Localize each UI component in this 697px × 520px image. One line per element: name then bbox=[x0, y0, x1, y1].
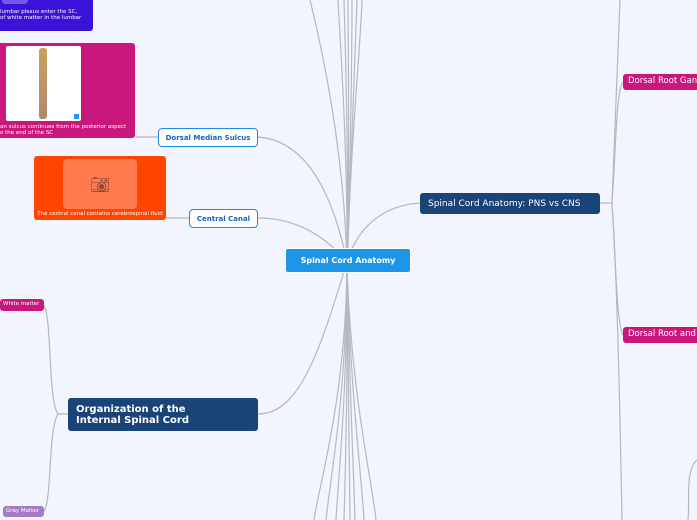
note-text: o the end of the SC bbox=[0, 130, 54, 136]
sulcus-note[interactable]: an sulcus continues from the posterior a… bbox=[0, 43, 135, 138]
note-text: lumbar plexus enter the SC, bbox=[0, 9, 78, 15]
subtopic-dorsal-root-and[interactable]: Dorsal Root and bbox=[623, 327, 697, 343]
topic-internal-organization[interactable]: Organization of the Internal Spinal Cord bbox=[68, 398, 258, 431]
subtopic-white-matter[interactable]: White matter bbox=[0, 299, 44, 311]
subtopic-dorsal-root-ganglion[interactable]: Dorsal Root Gan bbox=[623, 74, 697, 90]
note-text: an sulcus continues from the posterior a… bbox=[0, 124, 127, 130]
spinal-cord-image bbox=[6, 46, 81, 121]
central-topic[interactable]: Spinal Cord Anatomy bbox=[285, 248, 411, 273]
canal-note[interactable]: 📷︎ The central canal contains cerebrospi… bbox=[34, 156, 166, 220]
note-text: of white matter in the lumbar bbox=[0, 15, 82, 21]
topic-central-canal[interactable]: Central Canal bbox=[189, 209, 258, 228]
subtopic-gray-matter[interactable]: Gray Matter bbox=[3, 506, 44, 517]
topic-dorsal-median-sulcus[interactable]: Dorsal Median Sulcus bbox=[158, 128, 258, 147]
topic-pns-vs-cns[interactable]: Spinal Cord Anatomy: PNS vs CNS bbox=[420, 193, 600, 214]
note-text: The central canal contains cerebrospinal… bbox=[37, 211, 163, 217]
camera-icon: 📷︎ bbox=[89, 174, 111, 194]
image-placeholder bbox=[2, 0, 28, 4]
lumbar-note[interactable]: lumbar plexus enter the SC, of white mat… bbox=[0, 0, 93, 31]
image-placeholder: 📷︎ bbox=[63, 159, 137, 209]
